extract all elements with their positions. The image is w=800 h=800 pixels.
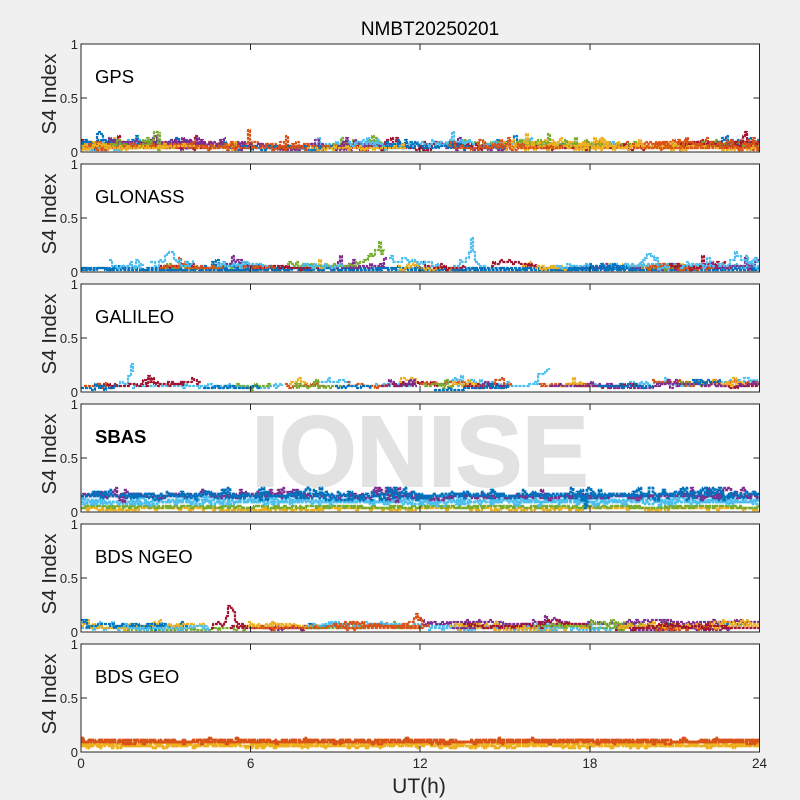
svg-text:1: 1 xyxy=(71,277,78,292)
svg-text:1: 1 xyxy=(71,157,78,172)
svg-text:18: 18 xyxy=(582,756,597,771)
svg-text:0: 0 xyxy=(71,385,78,400)
svg-text:0.5: 0.5 xyxy=(60,91,78,106)
svg-text:0.5: 0.5 xyxy=(60,451,78,466)
svg-text:0.5: 0.5 xyxy=(60,691,78,706)
svg-text:UT(h): UT(h) xyxy=(392,775,446,798)
svg-text:0: 0 xyxy=(71,505,78,520)
svg-text:0: 0 xyxy=(71,745,78,760)
svg-text:BDS NGEO: BDS NGEO xyxy=(95,546,193,567)
svg-text:0.5: 0.5 xyxy=(60,571,78,586)
svg-text:S4 Index: S4 Index xyxy=(38,293,61,375)
svg-text:12: 12 xyxy=(413,756,428,771)
svg-text:S4 Index: S4 Index xyxy=(38,173,61,255)
svg-text:1: 1 xyxy=(71,37,78,52)
svg-text:1: 1 xyxy=(71,517,78,532)
svg-text:6: 6 xyxy=(247,756,255,771)
svg-text:0: 0 xyxy=(71,145,78,160)
svg-text:NMBT20250201: NMBT20250201 xyxy=(361,19,499,40)
svg-text:S4 Index: S4 Index xyxy=(38,53,61,135)
svg-text:1: 1 xyxy=(71,397,78,412)
svg-text:S4 Index: S4 Index xyxy=(38,533,61,615)
svg-text:BDS GEO: BDS GEO xyxy=(95,666,179,687)
svg-text:0: 0 xyxy=(71,625,78,640)
svg-text:IONISE: IONISE xyxy=(252,396,589,508)
svg-text:GPS: GPS xyxy=(95,66,134,87)
svg-text:GALILEO: GALILEO xyxy=(95,306,174,327)
svg-text:S4 Index: S4 Index xyxy=(38,413,61,495)
svg-text:0: 0 xyxy=(77,756,85,771)
svg-text:0: 0 xyxy=(71,265,78,280)
svg-text:0.5: 0.5 xyxy=(60,211,78,226)
svg-text:S4 Index: S4 Index xyxy=(38,653,61,735)
svg-text:1: 1 xyxy=(71,637,78,652)
svg-text:GLONASS: GLONASS xyxy=(95,186,184,207)
svg-text:SBAS: SBAS xyxy=(95,426,146,447)
svg-text:0.5: 0.5 xyxy=(60,331,78,346)
svg-text:24: 24 xyxy=(752,756,768,771)
